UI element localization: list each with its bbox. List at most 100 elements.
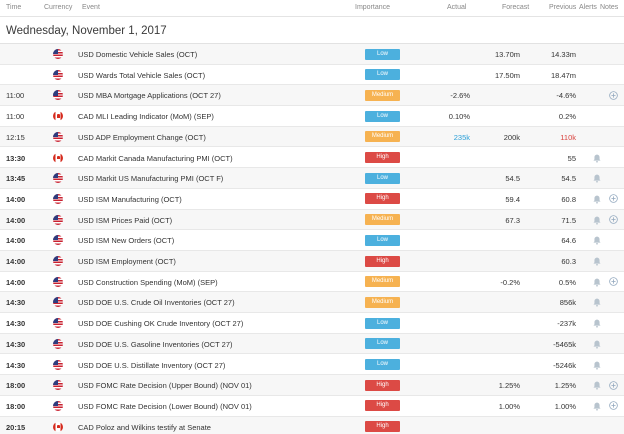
header-currency[interactable]: Currency [44, 4, 72, 11]
table-row[interactable]: 14:30 USD DOE U.S. Gasoline Inventories (… [0, 334, 624, 355]
previous-value: 1.00% [555, 402, 576, 411]
add-note-icon[interactable] [609, 401, 618, 410]
table-row[interactable]: 12:15 USD ADP Employment Change (OCT) Medi… [0, 127, 624, 148]
importance-badge: Low [365, 235, 400, 246]
previous-value: 71.5 [561, 216, 576, 225]
event-time: 20:15 [6, 423, 25, 432]
table-row[interactable]: 14:30 USD DOE U.S. Distillate Inventory (… [0, 355, 624, 376]
importance-badge: High [365, 193, 400, 204]
bell-icon[interactable] [593, 154, 601, 163]
header-actual[interactable]: Actual [447, 4, 466, 11]
bell-icon[interactable] [593, 174, 601, 183]
forecast-value: 67.3 [505, 216, 520, 225]
bell-icon[interactable] [593, 216, 601, 225]
table-row[interactable]: USD Domestic Vehicle Sales (OCT) Low 13.70… [0, 44, 624, 65]
table-row[interactable]: 13:45 USD Markit US Manufacturing PMI (OC… [0, 168, 624, 189]
event-name[interactable]: USD FOMC Rate Decision (Upper Bound) (NO… [78, 381, 252, 390]
event-name[interactable]: CAD Poloz and Wilkins testify at Senate [78, 423, 211, 432]
event-time: 14:30 [6, 361, 25, 370]
event-name[interactable]: USD Construction Spending (MoM) (SEP) [78, 278, 218, 287]
add-note-icon[interactable] [609, 277, 618, 286]
event-name[interactable]: USD Wards Total Vehicle Sales (OCT) [78, 71, 205, 80]
bell-icon[interactable] [593, 361, 601, 370]
event-name[interactable]: USD Domestic Vehicle Sales (OCT) [78, 50, 197, 59]
us-flag-icon [53, 256, 63, 266]
bell-icon[interactable] [593, 257, 601, 266]
event-name[interactable]: USD DOE U.S. Gasoline Inventories (OCT 2… [78, 340, 233, 349]
header-importance[interactable]: Importance [355, 4, 390, 11]
add-note-icon[interactable] [609, 381, 618, 390]
table-row[interactable]: 14:00 USD ISM Employment (OCT) High 60.3 [0, 251, 624, 272]
previous-value: -5465k [553, 340, 576, 349]
event-time: 14:00 [6, 195, 25, 204]
table-row[interactable]: 14:30 USD DOE U.S. Crude Oil Inventories … [0, 292, 624, 313]
bell-icon[interactable] [593, 278, 601, 287]
table-row[interactable]: 11:00 CAD MLI Leading Indicator (MoM) (SE… [0, 106, 624, 127]
previous-value: 54.5 [561, 174, 576, 183]
table-row[interactable]: 14:30 USD DOE Cushing OK Crude Inventory … [0, 313, 624, 334]
bell-icon[interactable] [593, 402, 601, 411]
bell-icon[interactable] [593, 340, 601, 349]
bell-icon[interactable] [593, 298, 601, 307]
us-flag-icon [53, 215, 63, 225]
previous-value: 60.8 [561, 195, 576, 204]
bell-icon[interactable] [593, 381, 601, 390]
table-row[interactable]: 14:00 USD ISM Prices Paid (OCT) Medium 67.3… [0, 210, 624, 231]
table-row[interactable]: 18:00 USD FOMC Rate Decision (Lower Bound… [0, 396, 624, 417]
forecast-value: 54.5 [505, 174, 520, 183]
table-row[interactable]: USD Wards Total Vehicle Sales (OCT) Low 17… [0, 65, 624, 86]
event-name[interactable]: USD MBA Mortgage Applications (OCT 27) [78, 91, 221, 100]
event-name[interactable]: CAD MLI Leading Indicator (MoM) (SEP) [78, 112, 214, 121]
add-note-icon[interactable] [609, 194, 618, 203]
bell-icon[interactable] [593, 319, 601, 328]
header-forecast[interactable]: Forecast [502, 4, 529, 11]
event-name[interactable]: USD ISM Prices Paid (OCT) [78, 216, 172, 225]
date-group-header: Wednesday, November 1, 2017 [0, 17, 624, 44]
event-name[interactable]: USD ADP Employment Change (OCT) [78, 133, 206, 142]
event-name[interactable]: USD ISM New Orders (OCT) [78, 236, 174, 245]
event-name[interactable]: USD DOE U.S. Distillate Inventory (OCT 2… [78, 361, 225, 370]
us-flag-icon [53, 90, 63, 100]
table-row[interactable]: 14:00 USD ISM Manufacturing (OCT) High 59.4… [0, 189, 624, 210]
event-time: 14:30 [6, 319, 25, 328]
us-flag-icon [53, 360, 63, 370]
table-row[interactable]: 18:00 USD FOMC Rate Decision (Upper Bound… [0, 375, 624, 396]
event-name[interactable]: USD DOE U.S. Crude Oil Inventories (OCT … [78, 298, 235, 307]
event-name[interactable]: USD DOE Cushing OK Crude Inventory (OCT … [78, 319, 243, 328]
event-name[interactable]: USD ISM Employment (OCT) [78, 257, 176, 266]
header-notes[interactable]: Notes [600, 4, 618, 11]
us-flag-icon [53, 173, 63, 183]
event-time: 14:30 [6, 340, 25, 349]
actual-value: -2.6% [450, 91, 470, 100]
table-row[interactable]: 11:00 USD MBA Mortgage Applications (OCT … [0, 85, 624, 106]
forecast-value: -0.2% [500, 278, 520, 287]
bell-icon[interactable] [593, 195, 601, 204]
us-flag-icon [53, 339, 63, 349]
us-flag-icon [53, 194, 63, 204]
date-label: Wednesday, November 1, 2017 [6, 25, 167, 37]
header-time[interactable]: Time [6, 4, 21, 11]
previous-value: 1.25% [555, 381, 576, 390]
table-row[interactable]: 14:00 USD Construction Spending (MoM) (SE… [0, 272, 624, 293]
add-note-icon[interactable] [609, 91, 618, 100]
add-note-icon[interactable] [609, 215, 618, 224]
bell-icon[interactable] [593, 236, 601, 245]
event-time: 12:15 [6, 133, 25, 142]
event-name[interactable]: USD ISM Manufacturing (OCT) [78, 195, 182, 204]
table-row[interactable]: 13:30 CAD Markit Canada Manufacturing PMI… [0, 148, 624, 169]
table-row[interactable]: 14:00 USD ISM New Orders (OCT) Low 64.6 [0, 230, 624, 251]
event-name[interactable]: CAD Markit Canada Manufacturing PMI (OCT… [78, 154, 233, 163]
previous-value: 64.6 [561, 236, 576, 245]
previous-value: 0.5% [559, 278, 576, 287]
header-event[interactable]: Event [82, 4, 100, 11]
header-alerts[interactable]: Alerts [579, 4, 597, 11]
event-name[interactable]: USD FOMC Rate Decision (Lower Bound) (NO… [78, 402, 252, 411]
table-header: Time Currency Event Importance Actual Fo… [0, 0, 624, 17]
event-name[interactable]: USD Markit US Manufacturing PMI (OCT F) [78, 174, 223, 183]
event-time: 14:00 [6, 257, 25, 266]
previous-value: -5246k [553, 361, 576, 370]
us-flag-icon [53, 235, 63, 245]
table-row[interactable]: 20:15 CAD Poloz and Wilkins testify at Se… [0, 417, 624, 434]
ca-flag-icon [53, 153, 63, 163]
header-previous[interactable]: Previous [549, 4, 576, 11]
